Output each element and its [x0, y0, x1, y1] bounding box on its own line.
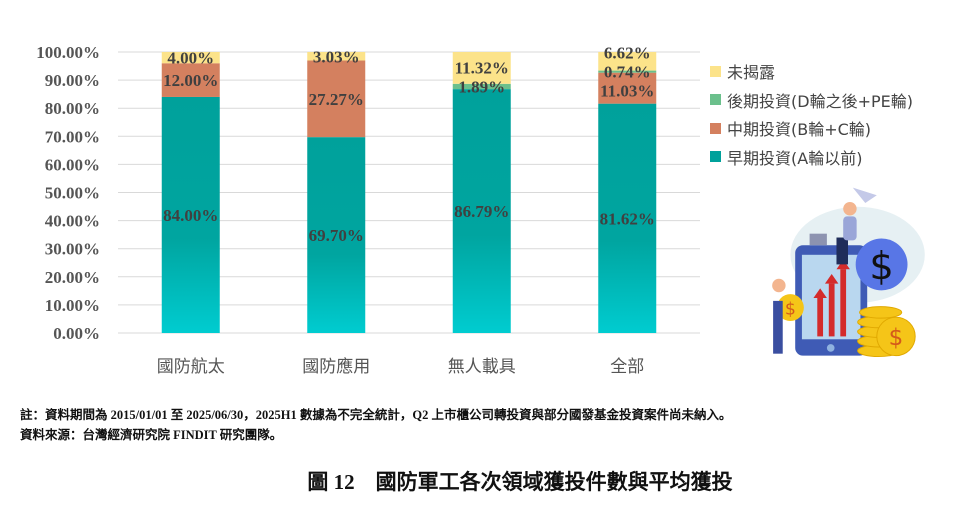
y-tick-label: 100.00% — [36, 43, 100, 62]
bar-segment — [452, 89, 511, 333]
bar-segment — [598, 103, 657, 333]
bar-segment — [452, 52, 511, 84]
y-tick-label: 60.00% — [45, 155, 100, 174]
legend-swatch — [710, 65, 721, 77]
bar-segment — [598, 51, 657, 71]
bar-segment — [161, 52, 220, 64]
data-label: 81.62% — [600, 209, 655, 228]
y-tick-label: 20.00% — [45, 268, 100, 287]
data-label: 69.70% — [309, 226, 364, 245]
x-tick-label: 無人載具 — [448, 357, 516, 377]
legend-swatch — [710, 94, 721, 106]
data-label: 86.79% — [454, 202, 509, 221]
bar-segment — [161, 96, 220, 334]
bar-segment — [452, 83, 511, 90]
legend-label: 早期投資(A輪以前) — [727, 148, 863, 168]
y-tick-label: 80.00% — [45, 99, 100, 118]
legend-item: 後期投資(D輪之後+PE輪) — [710, 86, 913, 115]
data-label: 1.89% — [458, 77, 505, 96]
bar-segment — [307, 60, 366, 138]
y-tick-label: 0.00% — [53, 324, 100, 343]
data-label: 12.00% — [163, 71, 218, 90]
bar-segment — [598, 70, 657, 73]
y-tick-label: 40.00% — [45, 212, 100, 231]
bar-segment — [307, 52, 366, 61]
figure-caption: 圖 12 國防軍工各次領域獲投件數與平均獲投 — [307, 470, 733, 494]
data-label: 4.00% — [167, 49, 214, 68]
svg-text:$: $ — [869, 244, 893, 289]
svg-text:$: $ — [889, 325, 904, 351]
x-tick-label: 全部 — [610, 357, 644, 377]
y-tick-label: 70.00% — [45, 127, 100, 146]
bar-segment — [598, 72, 657, 104]
stacked-bar-chart: 0.00% 10.00% 20.00% 30.00% 40.00% 50.00% 60.00… — [36, 43, 700, 377]
svg-text:$: $ — [785, 299, 796, 319]
data-label: 11.03% — [600, 82, 654, 101]
legend-item: 未揭露 — [710, 57, 913, 86]
legend-item: 中期投資(B輪+C輪) — [710, 114, 913, 143]
data-label: 6.62% — [604, 44, 651, 63]
x-tick-label: 國防航太 — [157, 357, 225, 377]
data-label: 84.00% — [163, 206, 218, 225]
legend-swatch — [710, 122, 721, 134]
note: 註：資料期間為 2015/01/01 至 2025/06/30，2025H1 數… — [20, 408, 732, 422]
legend-label: 未揭露 — [727, 63, 776, 83]
y-tick-label: 90.00% — [45, 71, 100, 90]
data-label: 0.74% — [604, 63, 651, 82]
legend-label: 中期投資(B輪+C輪) — [727, 120, 872, 140]
bar-segment — [307, 137, 366, 333]
y-tick-label: 50.00% — [45, 184, 100, 203]
data-label: 3.03% — [313, 47, 360, 66]
y-tick-label: 30.00% — [45, 240, 100, 259]
source: 資料來源：台灣經濟研究院 FINDIT 研究團隊。 — [20, 428, 283, 442]
bar-segment — [161, 63, 220, 97]
x-tick-label: 國防應用 — [302, 356, 370, 377]
data-label: 11.32% — [455, 58, 509, 77]
y-tick-label: 10.00% — [45, 296, 100, 315]
data-label: 27.27% — [309, 90, 364, 109]
investment-illustration: $ $ $ — [772, 187, 925, 358]
legend-swatch — [710, 151, 721, 163]
legend: 未揭露後期投資(D輪之後+PE輪) 中期投資(B輪+C輪) 早期投資(A輪以前) — [710, 57, 913, 171]
legend-label: 後期投資(D輪之後+PE輪) — [727, 91, 913, 111]
legend-item: 早期投資(A輪以前) — [710, 143, 913, 172]
